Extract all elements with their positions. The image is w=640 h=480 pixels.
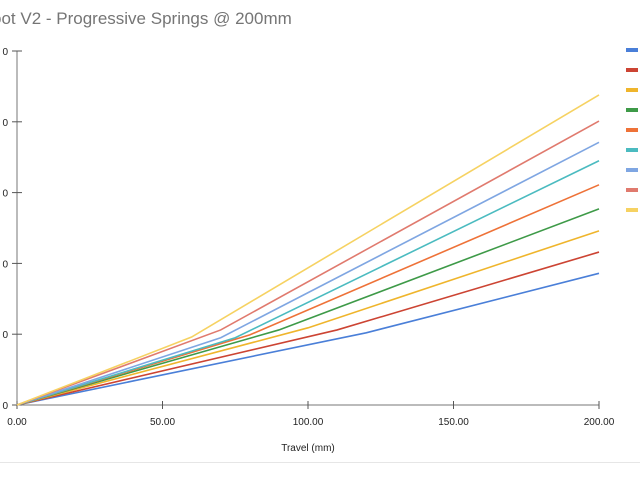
series-line-9 [16, 94, 600, 406]
legend-swatch-4 [626, 108, 638, 112]
legend-swatch-3 [626, 88, 638, 92]
series-line-6 [16, 160, 600, 406]
legend-swatch-1 [626, 48, 638, 52]
y-tick-label: 0 [2, 401, 8, 412]
legend-swatch-7 [626, 168, 638, 172]
series-line-4 [16, 208, 600, 406]
divider [0, 462, 640, 463]
y-tick-label: 0 [2, 118, 8, 129]
series-line-7 [16, 141, 600, 406]
series-line-3 [16, 230, 600, 406]
legend-swatch-2 [626, 68, 638, 72]
x-axis-label: Travel (mm) [281, 443, 335, 454]
y-tick-label: 0 [2, 330, 8, 341]
x-tick-label: 0.00 [7, 417, 27, 428]
legend-swatch-8 [626, 188, 638, 192]
chart-title: oot V2 - Progressive Springs @ 200mm [0, 9, 292, 28]
legend-swatch-5 [626, 128, 638, 132]
y-tick-label: 0 [2, 47, 8, 58]
x-tick-label: 150.00 [438, 417, 469, 428]
series-line-8 [16, 120, 600, 406]
legend-swatch-9 [626, 208, 638, 212]
series-line-2 [16, 251, 600, 406]
y-tick-label: 0 [2, 189, 8, 200]
y-tick-label: 0 [2, 259, 8, 270]
x-tick-label: 50.00 [150, 417, 175, 428]
x-tick-label: 100.00 [293, 417, 324, 428]
series-line-1 [16, 272, 600, 406]
legend-swatch-6 [626, 148, 638, 152]
x-tick-label: 200.00 [584, 417, 615, 428]
